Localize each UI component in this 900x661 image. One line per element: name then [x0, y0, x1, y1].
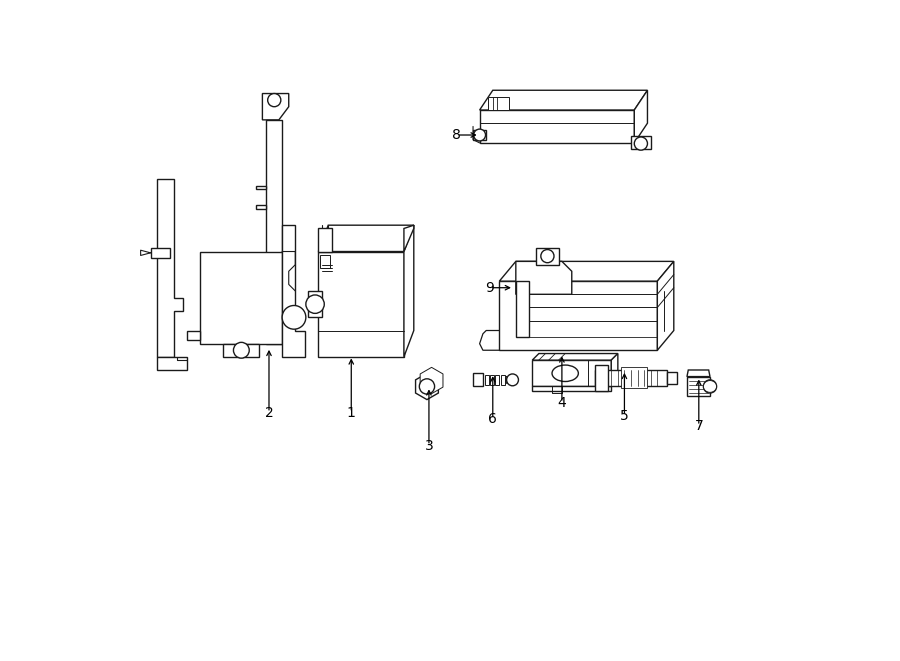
Ellipse shape	[552, 365, 579, 381]
Polygon shape	[473, 130, 486, 139]
Circle shape	[306, 295, 324, 313]
Polygon shape	[186, 330, 200, 340]
Text: 4: 4	[557, 396, 566, 410]
Text: 6: 6	[489, 412, 497, 426]
Polygon shape	[488, 97, 509, 110]
Circle shape	[283, 305, 306, 329]
Polygon shape	[263, 94, 289, 120]
Polygon shape	[256, 186, 266, 189]
Text: 3: 3	[425, 439, 433, 453]
Circle shape	[704, 380, 716, 393]
Circle shape	[419, 379, 435, 394]
Polygon shape	[320, 254, 330, 268]
Ellipse shape	[704, 381, 716, 393]
Polygon shape	[495, 375, 500, 385]
Text: 5: 5	[620, 409, 629, 423]
Text: 9: 9	[485, 281, 494, 295]
Circle shape	[541, 250, 554, 262]
Polygon shape	[158, 179, 184, 357]
Polygon shape	[420, 368, 443, 394]
Circle shape	[267, 94, 281, 106]
Circle shape	[634, 137, 647, 150]
Polygon shape	[256, 206, 266, 209]
Polygon shape	[532, 387, 611, 391]
Polygon shape	[595, 370, 667, 387]
Polygon shape	[404, 225, 414, 357]
Circle shape	[473, 129, 485, 141]
Polygon shape	[480, 91, 647, 110]
Polygon shape	[532, 354, 617, 360]
Polygon shape	[532, 360, 611, 387]
Polygon shape	[506, 377, 516, 383]
Polygon shape	[404, 225, 414, 252]
Polygon shape	[158, 357, 186, 370]
Polygon shape	[500, 375, 505, 385]
Polygon shape	[416, 373, 438, 400]
Polygon shape	[500, 281, 657, 350]
Polygon shape	[687, 377, 710, 397]
Polygon shape	[309, 291, 321, 317]
Polygon shape	[536, 249, 559, 264]
Polygon shape	[631, 136, 651, 149]
Polygon shape	[516, 281, 529, 337]
Polygon shape	[319, 229, 331, 252]
Text: 1: 1	[346, 406, 356, 420]
Text: 7: 7	[695, 419, 703, 433]
Polygon shape	[595, 365, 608, 391]
Polygon shape	[485, 375, 489, 385]
Polygon shape	[687, 370, 710, 377]
Polygon shape	[200, 252, 283, 344]
Text: 2: 2	[265, 406, 274, 420]
Polygon shape	[319, 225, 414, 252]
Polygon shape	[611, 354, 617, 387]
Polygon shape	[473, 373, 483, 387]
Text: 8: 8	[452, 128, 461, 142]
Polygon shape	[150, 249, 170, 258]
Polygon shape	[319, 252, 404, 357]
Polygon shape	[516, 261, 572, 294]
Circle shape	[233, 342, 249, 358]
Polygon shape	[266, 120, 283, 344]
Polygon shape	[480, 110, 634, 143]
Polygon shape	[223, 344, 259, 357]
Polygon shape	[283, 225, 305, 357]
Polygon shape	[500, 261, 674, 281]
Polygon shape	[621, 368, 647, 389]
Circle shape	[507, 374, 518, 386]
Polygon shape	[667, 372, 677, 385]
Polygon shape	[634, 91, 647, 143]
Polygon shape	[657, 261, 674, 350]
Polygon shape	[491, 375, 494, 385]
